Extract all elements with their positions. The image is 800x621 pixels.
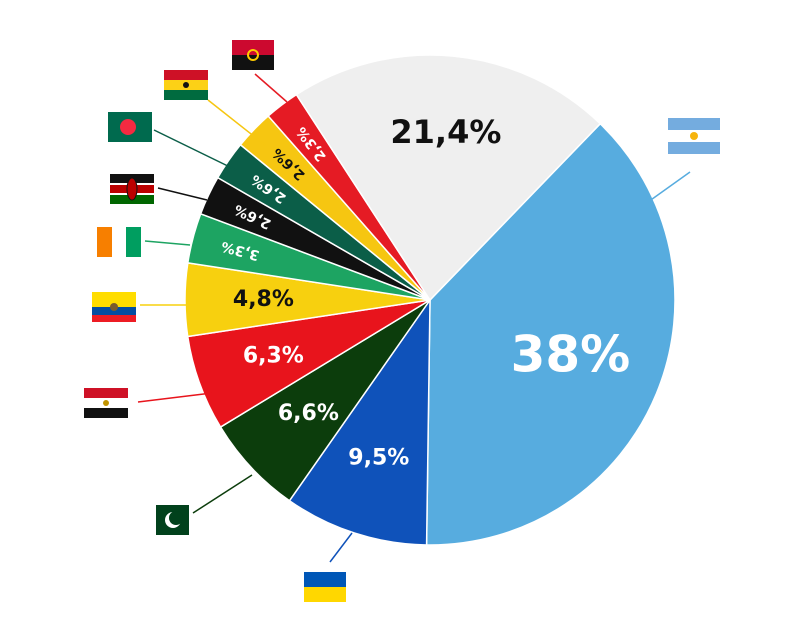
flag (232, 40, 274, 70)
flag (84, 388, 128, 418)
flag (92, 292, 136, 322)
value-label: 6,3% (243, 344, 304, 369)
pie-slice (288, 297, 431, 546)
flag (145, 505, 189, 535)
value-label: 9,5% (348, 446, 409, 471)
pie-slice (425, 122, 676, 546)
value-label: 4,8% (233, 287, 294, 312)
flag (304, 572, 346, 602)
pie-slice (295, 54, 602, 302)
value-label: 38% (511, 325, 631, 383)
pie (184, 54, 676, 546)
value-label: 21,4% (390, 113, 501, 151)
flag (110, 174, 154, 204)
flag (164, 70, 208, 100)
flags (84, 40, 720, 602)
value-label: 6,6% (278, 401, 339, 426)
flag (97, 227, 141, 257)
flag (668, 118, 720, 154)
flag (108, 112, 152, 142)
